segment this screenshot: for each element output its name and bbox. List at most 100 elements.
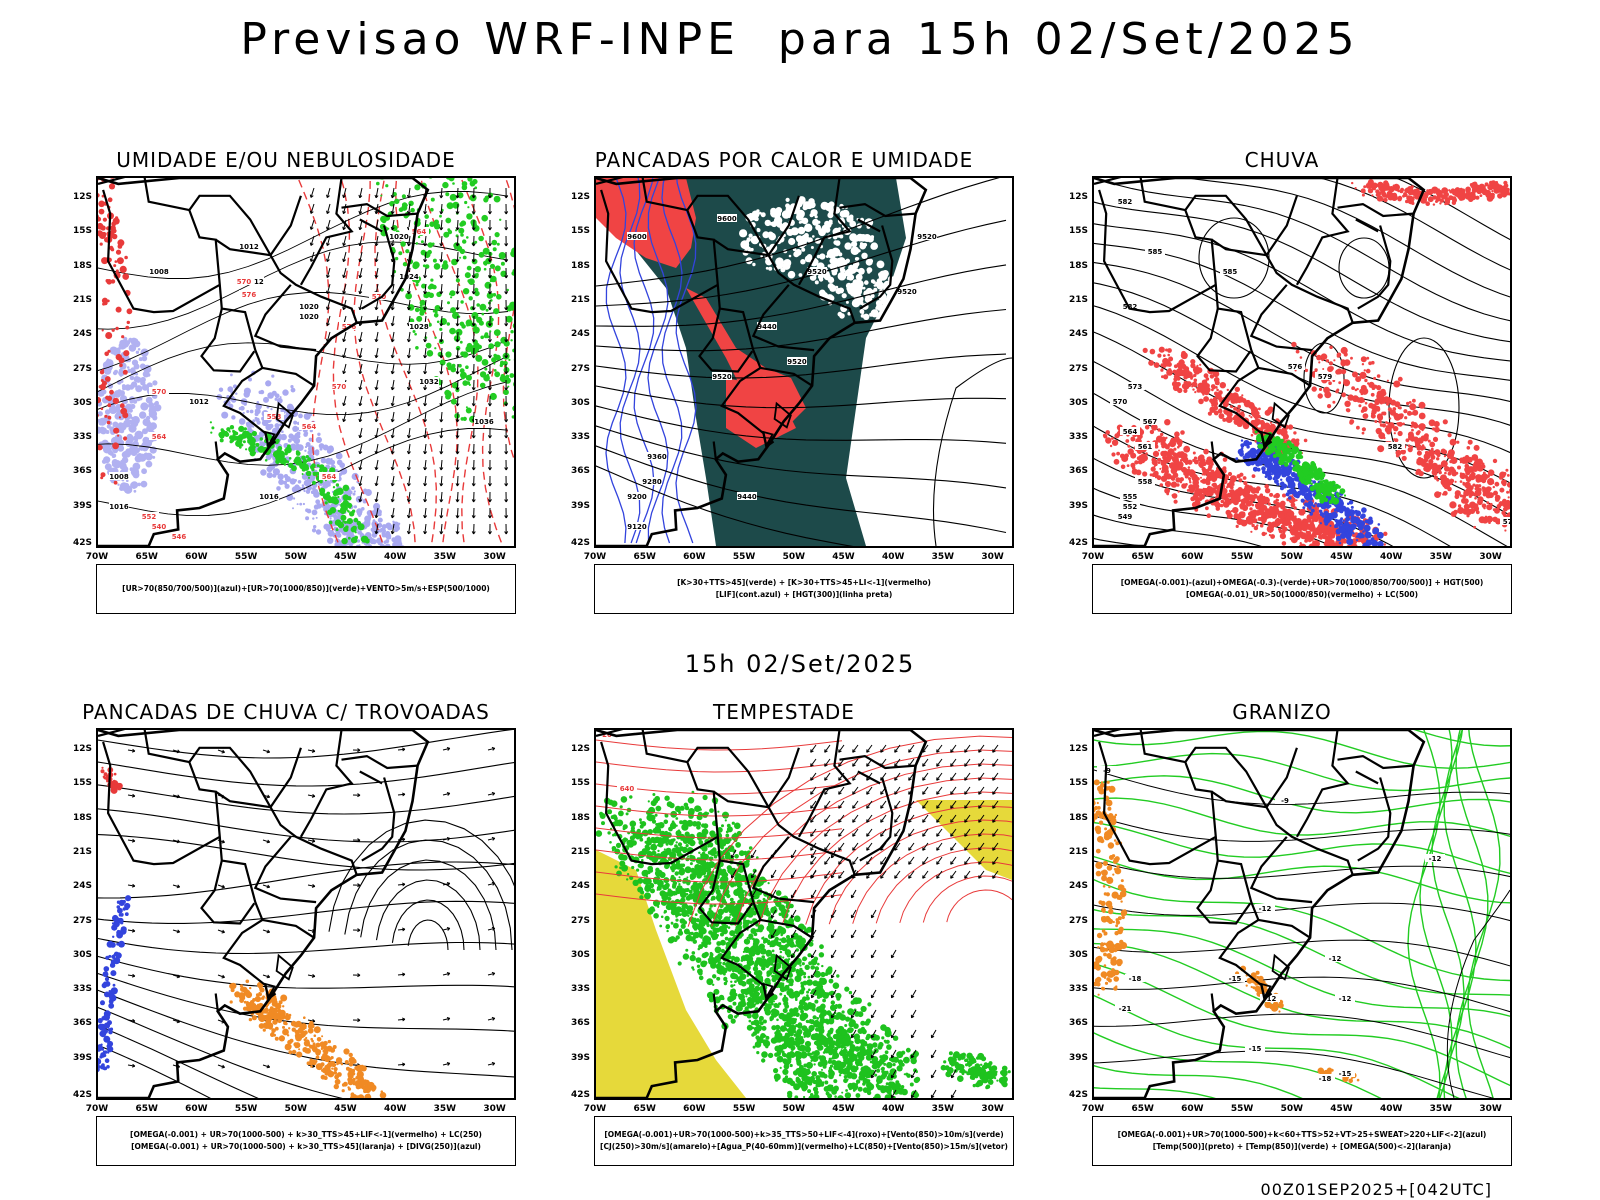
shade-dot — [1153, 470, 1159, 476]
shade-dot — [1248, 494, 1255, 502]
shade-dot — [347, 536, 351, 540]
wind-arrow — [456, 411, 459, 423]
arrow-head — [471, 403, 476, 407]
shade-dot — [1360, 534, 1365, 539]
shade-dot — [1234, 510, 1237, 514]
wind-arrow — [440, 203, 443, 215]
shade-dot — [752, 262, 756, 267]
shade-dot — [293, 497, 296, 500]
shade-dot — [290, 387, 296, 393]
shade-dot — [797, 226, 806, 235]
shade-dot — [1468, 494, 1472, 498]
shade-dot — [1457, 504, 1462, 508]
shade-dot — [812, 235, 815, 238]
shade-dot — [101, 231, 107, 237]
shade-dot — [1214, 502, 1221, 509]
shade-dot — [1279, 533, 1286, 540]
shade-dot — [1506, 482, 1510, 488]
shade-dot — [295, 450, 300, 454]
shade-dot — [337, 509, 341, 513]
shade-dot — [1472, 466, 1479, 472]
shade-dot — [498, 252, 506, 260]
shade-dot — [1188, 477, 1191, 481]
shade-dot — [104, 376, 111, 382]
shade-dot — [265, 380, 272, 387]
wind-arrow — [440, 315, 443, 327]
shade-dot — [232, 429, 235, 433]
shade-dot — [1371, 360, 1375, 365]
shade-dot — [1248, 414, 1251, 417]
shade-dot — [1364, 401, 1368, 405]
shade-dot — [1188, 484, 1194, 490]
shade-dot — [356, 539, 361, 543]
latitude-label: 24S — [1068, 329, 1088, 340]
shade-dot — [1233, 415, 1238, 419]
arrow-head — [471, 195, 476, 199]
shade-dot — [1176, 362, 1182, 368]
shade-dot — [1370, 403, 1377, 411]
shade-dot — [1194, 496, 1200, 502]
rain-red-band — [1102, 419, 1388, 546]
shade-dot — [1149, 473, 1153, 477]
shade-dot — [1136, 456, 1141, 461]
shade-dot — [1371, 194, 1374, 197]
shade-dot — [1338, 541, 1342, 545]
shade-dot — [1327, 404, 1332, 409]
shade-dot — [428, 178, 433, 179]
shade-dot — [1412, 398, 1416, 403]
shade-dot — [1327, 539, 1335, 546]
shade-dot — [452, 382, 459, 389]
shade-dot — [1316, 503, 1321, 508]
arrow-head — [423, 338, 428, 343]
shade-dot — [772, 209, 782, 219]
label-bg — [409, 322, 429, 330]
wind-arrow — [424, 475, 427, 486]
shade-dot — [1465, 188, 1471, 194]
arrow-head — [406, 482, 411, 487]
arrow-head — [309, 210, 314, 214]
contour-label: 1012 — [244, 278, 264, 286]
shade-dot — [1177, 490, 1180, 493]
shade-dot — [1222, 417, 1227, 422]
arrow-head — [439, 371, 444, 375]
arrow-head — [406, 418, 411, 423]
contour-label: 1020 — [299, 303, 319, 311]
political-borders — [596, 178, 928, 546]
contour-label: 1024 — [399, 273, 419, 281]
shade-dot — [1486, 501, 1490, 504]
shade-dot — [1276, 482, 1280, 486]
shade-dot — [1250, 416, 1253, 419]
state-border — [269, 195, 358, 324]
shade-dot — [1300, 498, 1305, 503]
shade-dot — [1415, 442, 1421, 447]
wind-arrow — [424, 459, 427, 470]
shade-dot — [1291, 341, 1297, 348]
wind-arrow — [359, 363, 363, 374]
shade-dot — [420, 249, 427, 256]
shade-dot — [804, 223, 813, 232]
arrow-head — [455, 339, 460, 343]
shade-dot — [433, 263, 441, 270]
shade-dot — [1303, 535, 1309, 540]
shade-dot — [1342, 349, 1346, 353]
shade-dot — [120, 459, 124, 464]
shade-dot — [113, 264, 117, 268]
wind-arrow — [391, 491, 395, 502]
shade-dot — [1337, 495, 1340, 498]
shade-dot — [1454, 480, 1457, 483]
shade-dot — [1452, 469, 1456, 474]
shade-dot — [1109, 444, 1113, 448]
shade-dot — [1492, 485, 1495, 489]
shade-dot — [1306, 514, 1313, 521]
shade-dot — [1429, 441, 1436, 448]
shade-dot — [1196, 388, 1201, 393]
arrow-head — [358, 434, 363, 439]
shade-dot — [394, 256, 399, 261]
arrow-head — [423, 290, 428, 295]
arrow-head — [471, 323, 476, 327]
shade-dot — [119, 363, 123, 368]
shade-dot — [780, 267, 786, 273]
arrow-head — [390, 514, 395, 519]
shade-dot — [1311, 519, 1315, 523]
wind-arrow — [326, 267, 331, 278]
